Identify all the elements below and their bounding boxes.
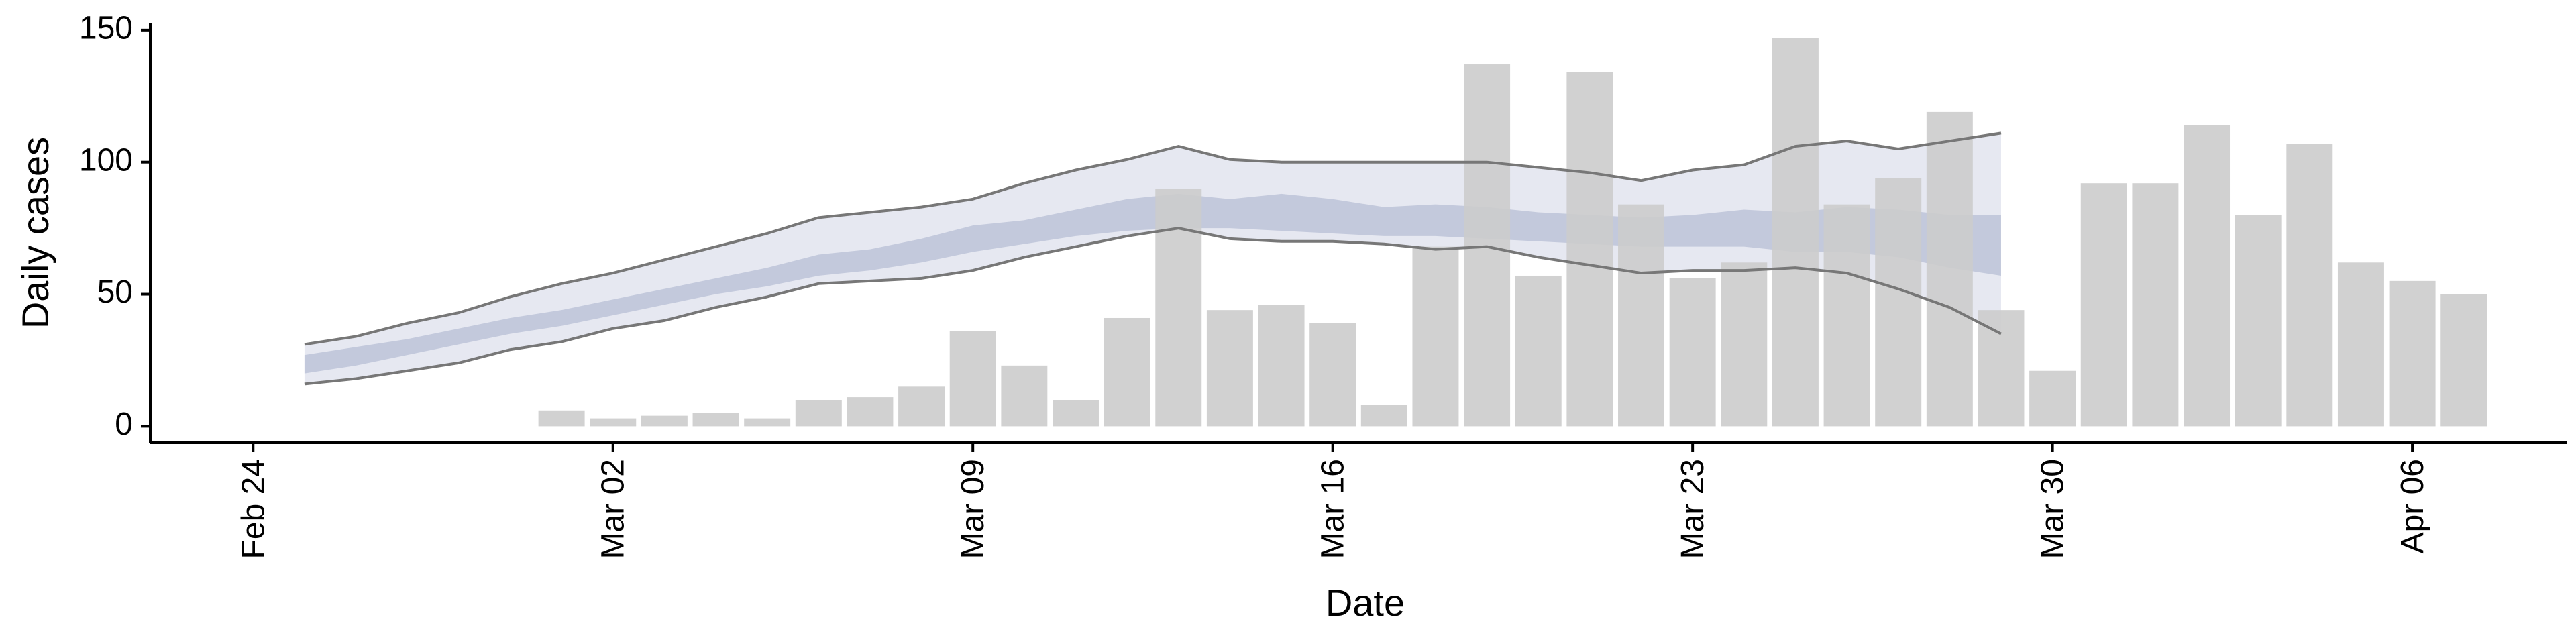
- bar: [1206, 310, 1253, 427]
- bar: [1515, 275, 1562, 427]
- y-tick-label: 150: [79, 11, 133, 46]
- bar: [1721, 262, 1768, 427]
- bar: [744, 418, 791, 427]
- bar: [1875, 178, 1922, 427]
- bar: [1566, 72, 1613, 427]
- bar: [1978, 310, 2025, 427]
- interval-line: [304, 131, 2002, 346]
- bar: [1104, 317, 1150, 427]
- bar: [1823, 204, 1870, 427]
- bar: [1926, 111, 1973, 427]
- bar: [1309, 323, 1356, 427]
- x-tick-label: Mar 02: [596, 459, 631, 559]
- x-tick-label: Mar 09: [955, 459, 991, 559]
- bar: [1412, 246, 1459, 427]
- bar: [2235, 215, 2282, 427]
- bar: [1001, 365, 1048, 427]
- bar: [1669, 278, 1716, 427]
- y-tick-label: 100: [79, 142, 133, 178]
- bar: [847, 397, 894, 427]
- bar: [2440, 294, 2487, 427]
- bar: [1360, 405, 1407, 427]
- bar: [898, 386, 945, 427]
- bar: [2184, 125, 2231, 427]
- x-tick-label: Apr 06: [2395, 459, 2430, 553]
- x-tick-label: Feb 24: [235, 459, 271, 559]
- bar: [2389, 280, 2436, 427]
- y-tick-label: 50: [97, 274, 133, 310]
- bar: [795, 400, 842, 427]
- bar: [590, 418, 637, 427]
- bar: [949, 331, 996, 427]
- bar: [2029, 370, 2076, 427]
- interval-line: [304, 227, 2002, 386]
- bar: [1155, 189, 1202, 427]
- bar: [2080, 183, 2127, 427]
- y-axis-title: Daily cases: [14, 137, 56, 329]
- bar: [1258, 305, 1305, 427]
- bar: [2132, 183, 2179, 427]
- x-tick-label: Mar 23: [1675, 459, 1711, 559]
- bar: [538, 410, 585, 427]
- y-tick-label: 0: [115, 407, 133, 442]
- bar: [641, 415, 688, 427]
- bar: [1053, 400, 1099, 427]
- bar: [692, 413, 739, 427]
- bar: [2286, 144, 2333, 427]
- x-tick-label: Mar 16: [1316, 459, 1351, 559]
- bar: [1772, 38, 1819, 427]
- x-tick-label: Mar 30: [2035, 459, 2071, 559]
- bar: [2337, 262, 2384, 427]
- x-axis-title: Date: [1326, 582, 1405, 624]
- bar: [1618, 204, 1664, 427]
